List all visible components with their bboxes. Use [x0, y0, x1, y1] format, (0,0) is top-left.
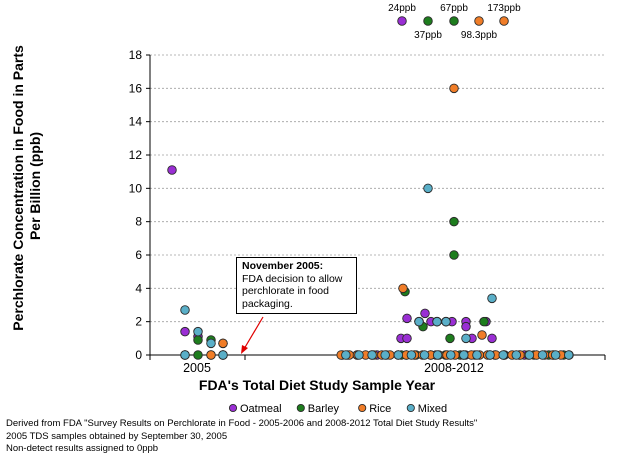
gridlines [150, 54, 605, 323]
x-axis-title: FDA's Total Diet Study Sample Year [199, 377, 436, 393]
offscale-label: 37ppb [414, 30, 442, 41]
legend: Oatmeal Barley Rice Mixed [228, 403, 447, 415]
offscale-point [397, 16, 407, 26]
y-tick-label: 16 [129, 81, 143, 95]
oatmeal-point-2005 [180, 326, 190, 337]
mixed-zero-point-2008-2012 [498, 350, 508, 360]
mixed-zero-point-2008-2012 [472, 350, 482, 360]
mixed-point-2008-2012 [461, 333, 471, 344]
mixed-zero-point-2008-2012 [419, 350, 430, 360]
footnote-sample-date: 2005 TDS samples obtained by September 3… [6, 430, 228, 442]
barley-legend-label: Barley [308, 403, 340, 415]
barley-point-2008-2012 [449, 250, 459, 260]
oatmeal-point-2008-2012 [461, 321, 471, 332]
oatmeal-point-2005 [167, 165, 177, 175]
mixed-zero-point-2008-2012 [432, 350, 443, 360]
y-tick-label: 14 [129, 115, 143, 129]
offscale-point [423, 16, 433, 26]
mixed-zero-point-2008-2012 [459, 350, 469, 360]
mixed-point-2008-2012 [423, 183, 433, 194]
mixed-point-2008-2012 [414, 316, 424, 327]
mixed-zero-point-2008-2012 [341, 350, 351, 360]
data-points [167, 83, 574, 360]
offscale-point [499, 16, 509, 26]
barley-point-2005 [193, 350, 203, 360]
mixed-zero-point-2008-2012 [537, 350, 548, 360]
y-tick-label: 0 [135, 348, 142, 362]
y-tick-label: 2 [135, 315, 142, 329]
y-axis: 0 2 4 6 8 10 12 14 16 18 [129, 48, 151, 362]
mixed-point-2008-2012 [441, 316, 451, 327]
mixed-point-2005 [180, 350, 190, 360]
offscale-point [449, 16, 459, 26]
mixed-legend-marker [406, 403, 415, 413]
rice-point-2005 [218, 338, 228, 349]
footnote-nondetect: Non-detect results assigned to 0ppb [6, 443, 159, 454]
rice-legend-label: Rice [369, 403, 391, 415]
mixed-point-2005 [218, 350, 228, 360]
mixed-point-2005 [193, 326, 203, 337]
mixed-zero-point-2008-2012 [524, 350, 535, 360]
y-tick-label: 4 [135, 281, 142, 295]
barley-point-2005 [193, 335, 203, 345]
y-axis-title-line-1: Perchlorate Concentration in Food in Par… [10, 45, 26, 331]
mixed-point-2005 [180, 305, 190, 315]
oatmeal-point-2008-2012 [420, 308, 430, 319]
rice-legend-marker [358, 403, 367, 413]
x-category-label: 2005 [183, 361, 211, 375]
barley-point-2008-2012 [479, 316, 489, 327]
mixed-point-2008-2012 [487, 293, 497, 304]
mixed-point-2005 [206, 338, 216, 349]
mixed-zero-point-2008-2012 [367, 350, 377, 360]
mixed-point-2008-2012 [432, 316, 442, 327]
y-tick-label: 10 [129, 181, 143, 195]
mixed-zero-point-2008-2012 [406, 350, 417, 360]
annotation-box: November 2005: FDA decision to allow per… [236, 257, 357, 314]
mixed-zero-point-2008-2012 [354, 350, 364, 360]
y-tick-label: 6 [135, 248, 142, 262]
mixed-zero-point-2008-2012 [563, 350, 574, 360]
offscale-label: 98.3ppb [461, 30, 498, 41]
y-axis-title-line-2: Per Billion (ppb) [27, 132, 43, 240]
y-tick-label: 12 [129, 148, 143, 162]
rice-point-2008-2012 [449, 83, 459, 94]
mixed-zero-point-2008-2012 [445, 350, 456, 360]
y-tick-label: 18 [129, 48, 143, 62]
offscale-label: 67ppb [440, 3, 468, 14]
footnotes: Derived from FDA "Survey Results on Perc… [6, 418, 477, 456]
y-tick-label: 8 [135, 215, 142, 229]
offscale-points: 24ppb 37ppb 67ppb 98.3ppb 173ppb [388, 3, 521, 41]
x-category-label: 2008-2012 [424, 361, 484, 375]
mixed-zero-point-2008-2012 [485, 350, 495, 360]
oatmeal-point-2008-2012 [402, 333, 412, 344]
offscale-label: 173ppb [487, 3, 521, 14]
barley-legend-marker [296, 403, 305, 413]
offscale-label: 24ppb [388, 3, 416, 14]
mixed-zero-point-2008-2012 [393, 350, 404, 360]
oatmeal-point-2008-2012 [487, 333, 497, 344]
offscale-point [474, 16, 484, 26]
y-axis-title: Perchlorate Concentration in Food in Par… [10, 41, 43, 330]
mixed-zero-point-2008-2012 [511, 350, 522, 360]
footnote-source: Derived from FDA "Survey Results on Perc… [6, 418, 478, 429]
oatmeal-legend-marker [228, 403, 238, 413]
rice-point-2008-2012 [398, 283, 408, 294]
mixed-legend-label: Mixed [418, 403, 447, 415]
mixed-zero-point-2008-2012 [550, 350, 561, 360]
barley-point-2008-2012 [445, 333, 455, 344]
rice-point-2008-2012 [477, 330, 487, 340]
oatmeal-point-2008-2012 [402, 313, 412, 324]
oatmeal-legend-label: Oatmeal [240, 403, 282, 415]
annotation-title: November 2005: [242, 260, 324, 272]
mixed-zero-point-2008-2012 [380, 350, 390, 360]
barley-point-2008-2012 [449, 216, 459, 227]
rice-point-2005 [206, 350, 216, 360]
annotation-body: FDA decision to allow perchlorate in foo… [242, 272, 343, 310]
annotation-arrow [241, 316, 264, 354]
